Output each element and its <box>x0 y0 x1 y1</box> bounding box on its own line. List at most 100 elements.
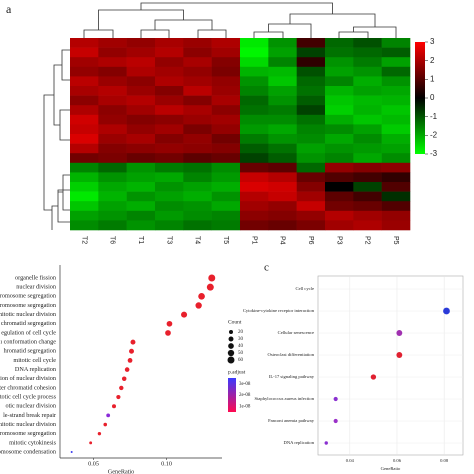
category-label: romosome condensation <box>0 448 56 455</box>
heat-cell <box>381 191 411 202</box>
heat-cell <box>211 66 241 77</box>
heat-cell <box>98 153 127 164</box>
heat-cell <box>353 66 382 77</box>
heat-cell <box>211 153 241 164</box>
heat-cell <box>70 95 99 106</box>
heat-cell <box>183 86 212 96</box>
column-label: T1 <box>137 236 144 244</box>
column-label: T6 <box>109 236 116 244</box>
heat-cell <box>211 220 241 231</box>
heat-cell <box>70 86 99 96</box>
x-tick-label: 0.08 <box>440 458 449 463</box>
heat-cell <box>296 38 326 48</box>
heat-cell <box>353 220 382 231</box>
heat-cell <box>381 162 411 173</box>
heat-cell <box>183 210 212 221</box>
heat-cell <box>155 153 184 164</box>
heat-cell <box>296 182 326 192</box>
heat-cell <box>98 191 127 202</box>
dot <box>89 441 93 445</box>
heat-cell <box>155 143 184 154</box>
heat-cell <box>325 182 354 192</box>
heat-cell <box>325 201 354 212</box>
heat-cell <box>98 220 127 231</box>
heat-cell <box>126 153 156 164</box>
x-tick-label: 0.10 <box>161 460 172 467</box>
heat-cell <box>70 66 99 77</box>
heat-cell <box>381 172 411 183</box>
color-legend-label: 2e-08 <box>239 393 251 398</box>
heat-cell <box>98 76 127 87</box>
heat-cell <box>325 76 354 87</box>
heat-cell <box>240 162 269 173</box>
heat-cell <box>240 76 269 87</box>
heat-cell <box>155 95 184 106</box>
x-axis-title: GeneRatio <box>381 466 401 471</box>
panel-label: a <box>6 2 12 16</box>
heat-cell <box>126 201 156 212</box>
row-dendrogram <box>43 49 70 230</box>
dot <box>396 352 403 358</box>
colorbar-tick-label: -3 <box>430 149 438 158</box>
heat-cell <box>211 38 241 48</box>
heat-cell <box>155 182 184 192</box>
heat-cell <box>98 47 127 58</box>
colorbar-tick-label: 1 <box>430 74 435 83</box>
heat-cell <box>183 191 212 202</box>
heat-cell <box>268 57 297 68</box>
heat-cell <box>353 114 382 125</box>
heat-cell <box>155 86 184 96</box>
size-legend-dot <box>228 343 234 349</box>
heat-cell <box>98 201 127 212</box>
heat-cell <box>70 220 99 231</box>
heat-cell <box>126 114 156 125</box>
heat-cell <box>296 114 326 125</box>
category-label: nitotic nuclear division <box>0 311 56 318</box>
heat-cell <box>98 95 127 106</box>
heat-cell <box>126 38 156 48</box>
dot <box>396 330 403 336</box>
heat-cell <box>268 134 297 144</box>
heat-cell <box>155 172 184 183</box>
heat-cell <box>126 86 156 96</box>
heat-cell <box>268 95 297 106</box>
heat-cell <box>381 38 411 48</box>
heat-cell <box>325 172 354 183</box>
size-legend-dot <box>227 349 235 357</box>
size-legend-label: 40 <box>238 344 244 349</box>
heat-cell <box>98 105 127 116</box>
category-label: chromatid segregation <box>1 320 56 327</box>
column-label: T2 <box>80 236 87 244</box>
heat-cell <box>126 210 156 221</box>
heat-cell <box>211 95 241 106</box>
heat-cell <box>183 172 212 183</box>
dot <box>166 320 173 327</box>
heat-cell <box>268 86 297 96</box>
heat-cell <box>126 182 156 192</box>
heat-cell <box>268 220 297 231</box>
heat-cell <box>155 134 184 144</box>
category-label: hromatid segregation <box>4 348 56 355</box>
heat-cell <box>126 143 156 154</box>
heat-cell <box>381 95 411 106</box>
heat-cell <box>70 182 99 192</box>
heat-cell <box>70 57 99 68</box>
heat-cell <box>381 220 411 231</box>
heat-cell <box>353 95 382 106</box>
heat-cell <box>381 182 411 192</box>
category-label: romosome segregation <box>0 302 56 309</box>
category-label: Cellular senescence <box>278 330 314 335</box>
heat-cell <box>296 134 326 144</box>
heat-cell <box>183 47 212 58</box>
heat-cell <box>183 95 212 106</box>
heat-cell <box>126 191 156 202</box>
heat-cell <box>98 124 127 135</box>
heat-cell <box>381 153 411 164</box>
heat-cell <box>155 47 184 58</box>
heat-cell <box>183 182 212 192</box>
heat-cell <box>126 172 156 183</box>
heat-cell <box>381 210 411 221</box>
heat-cell <box>211 191 241 202</box>
dot <box>111 404 117 409</box>
column-label: P6 <box>307 236 314 245</box>
